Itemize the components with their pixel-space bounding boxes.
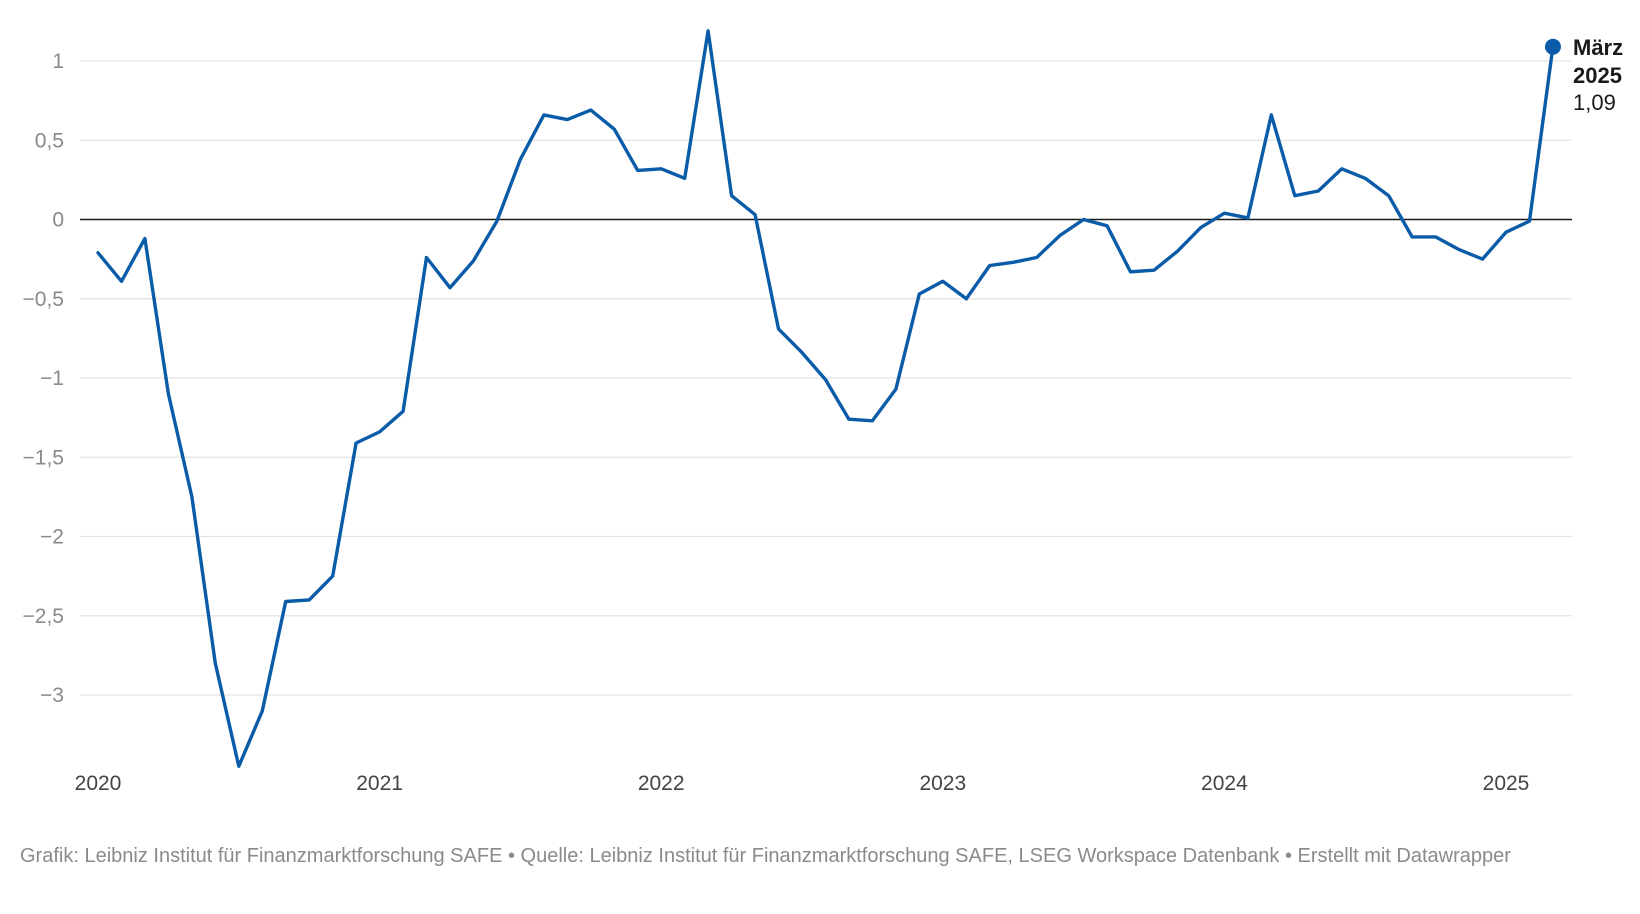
series-line bbox=[96, 29, 1555, 768]
x-tick-label: 2025 bbox=[1483, 772, 1530, 795]
x-tick-label: 2024 bbox=[1201, 772, 1248, 795]
y-tick-label: 0,5 bbox=[35, 129, 64, 152]
last-point-marker bbox=[1544, 38, 1561, 55]
y-axis: 1 0,5 0 −0,5 −1 −1,5 −2 −2,5 −3 bbox=[23, 50, 64, 707]
x-tick-label: 2021 bbox=[356, 772, 403, 795]
end-annotation: März 2025 1,09 bbox=[1573, 35, 1623, 115]
annotation-year: 2025 bbox=[1573, 63, 1622, 88]
annotation-value: 1,09 bbox=[1573, 90, 1616, 115]
annotation-month: März bbox=[1573, 35, 1623, 60]
y-tick-label: 0 bbox=[52, 209, 64, 232]
x-tick-label: 2022 bbox=[638, 772, 685, 795]
y-tick-label: −2 bbox=[40, 526, 64, 549]
line-chart: 1 0,5 0 −0,5 −1 −1,5 −2 −2,5 −3 2020 2021 2022 2023… bbox=[23, 29, 1623, 795]
y-tick-label: −3 bbox=[40, 684, 64, 707]
y-tick-label: 1 bbox=[52, 50, 64, 73]
x-tick-label: 2023 bbox=[919, 772, 966, 795]
chart-footer: Grafik: Leibniz Institut für Finanzmarkt… bbox=[20, 845, 1511, 867]
y-tick-label: −1 bbox=[40, 367, 64, 390]
y-tick-label: −2,5 bbox=[23, 605, 64, 628]
x-tick-label: 2020 bbox=[75, 772, 122, 795]
y-tick-label: −0,5 bbox=[23, 288, 64, 311]
y-tick-label: −1,5 bbox=[23, 446, 64, 469]
x-axis: 2020 2021 2022 2023 2024 2025 bbox=[75, 772, 1530, 795]
series bbox=[96, 29, 1561, 768]
